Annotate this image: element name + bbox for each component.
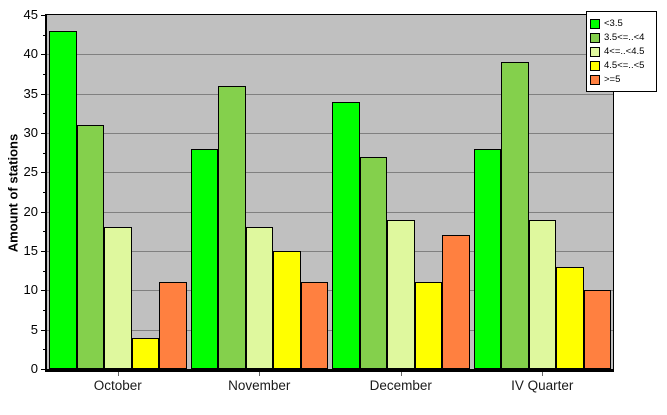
bar xyxy=(414,282,442,369)
bar xyxy=(332,101,360,369)
bar xyxy=(245,227,273,369)
legend-item: 4<=..<4.5 xyxy=(590,45,653,58)
legend-item: <3.5 xyxy=(590,17,653,30)
legend-swatch-icon xyxy=(590,74,600,85)
y-axis-tick xyxy=(41,290,45,292)
legend-swatch-icon xyxy=(590,32,600,43)
y-axis-tick xyxy=(41,369,45,370)
y-axis-label: 30 xyxy=(23,125,38,140)
x-axis-tick xyxy=(259,372,261,376)
y-axis-tick xyxy=(43,231,45,233)
bar xyxy=(49,30,77,369)
bar xyxy=(300,282,328,369)
bar xyxy=(473,148,501,369)
x-axis-tick xyxy=(117,372,119,376)
y-axis-tick xyxy=(43,192,45,193)
y-axis-label: 25 xyxy=(23,164,38,180)
y-axis-tick xyxy=(41,93,45,95)
y-axis-tick xyxy=(41,329,45,331)
bar xyxy=(76,125,104,369)
legend-swatch-icon xyxy=(590,46,600,57)
y-axis-tick xyxy=(43,34,45,36)
y-axis-tick xyxy=(41,251,45,252)
bar xyxy=(131,337,159,369)
legend-item: 4.5<=..<5 xyxy=(590,59,653,72)
gridline xyxy=(47,133,613,134)
bar xyxy=(159,282,187,369)
x-axis-label: November xyxy=(228,378,291,393)
y-axis-tick xyxy=(43,152,45,154)
bar xyxy=(501,62,529,369)
legend-label: 3.5<=..<4 xyxy=(604,32,645,43)
gridline xyxy=(47,251,613,252)
x-axis-label: IV Quarter xyxy=(511,378,574,393)
y-axis-tick xyxy=(41,133,45,134)
y-axis-label: 20 xyxy=(23,203,38,219)
legend-label: >=5 xyxy=(604,74,621,85)
y-axis-label: 15 xyxy=(23,243,38,258)
x-axis-tick xyxy=(542,372,544,376)
y-axis-tick xyxy=(41,211,45,213)
gridline xyxy=(47,172,613,174)
legend-swatch-icon xyxy=(590,18,600,29)
y-axis-tick xyxy=(41,15,45,16)
bar xyxy=(387,219,415,369)
y-axis-tick xyxy=(43,349,45,351)
legend-swatch-icon xyxy=(590,60,600,71)
bar xyxy=(218,85,246,369)
y-axis-label: 45 xyxy=(23,7,38,22)
y-axis-label: 35 xyxy=(23,85,38,101)
gridline xyxy=(47,93,613,95)
y-axis-tick xyxy=(41,54,45,56)
x-axis-label: December xyxy=(369,378,432,393)
legend-label: <3.5 xyxy=(604,18,623,29)
bar xyxy=(556,266,584,369)
x-axis-tick xyxy=(400,372,402,376)
gridline xyxy=(47,290,613,292)
y-axis-tick xyxy=(43,113,45,115)
y-axis-tick xyxy=(41,172,45,174)
bar xyxy=(359,156,387,369)
y-axis-title: Amount of stations xyxy=(5,133,21,253)
legend-item: >=5 xyxy=(590,73,653,86)
bar xyxy=(273,251,301,369)
gridline xyxy=(47,329,613,331)
legend-label: 4.5<=..<5 xyxy=(604,60,645,71)
legend-label: 4<=..<4.5 xyxy=(604,46,645,57)
gridline xyxy=(47,54,613,56)
y-axis-label: 0 xyxy=(30,361,38,376)
y-axis-tick xyxy=(43,74,45,75)
bar xyxy=(190,148,218,369)
gridline xyxy=(47,211,613,213)
x-axis-label: October xyxy=(93,378,142,393)
y-axis-label: 40 xyxy=(23,46,38,62)
legend-item: 3.5<=..<4 xyxy=(590,31,653,44)
y-axis-label: 10 xyxy=(23,282,38,298)
bar xyxy=(528,219,556,369)
y-axis-tick xyxy=(43,310,45,311)
bar xyxy=(583,290,611,369)
bar xyxy=(104,227,132,369)
plot-area xyxy=(45,14,614,372)
y-axis-tick xyxy=(43,270,45,272)
bar xyxy=(442,235,470,369)
legend: <3.5 3.5<=..<4 4<=..<4.5 4.5<=..<5 >=5 xyxy=(586,11,657,92)
y-axis-label: 5 xyxy=(30,321,38,337)
